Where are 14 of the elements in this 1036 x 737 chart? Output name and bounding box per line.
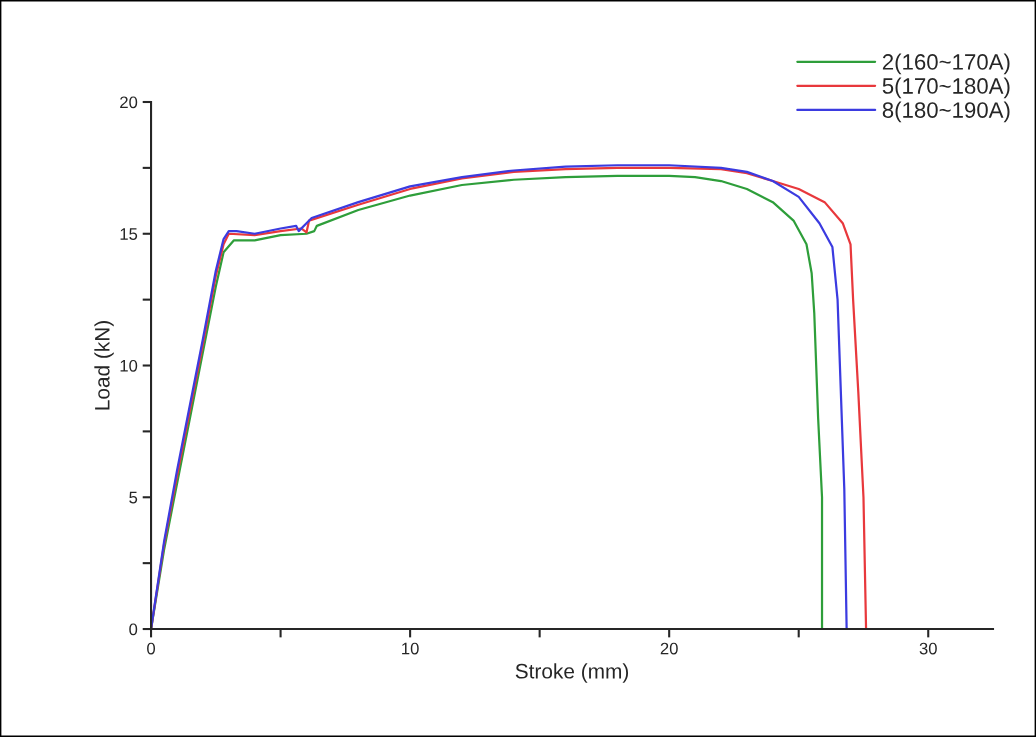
x-tick-label: 30 [919,642,937,655]
legend-label: 2(160~170A) [882,53,1010,75]
x-tick-label: 10 [402,642,419,655]
y-tick-label: 5 [129,491,138,504]
y-axis-title: Load (kN) [94,321,114,410]
x-axis-title: Stroke (mm) [515,663,629,683]
y-tick-label: 10 [120,359,138,372]
legend-label: 8(180~190A) [882,101,1010,123]
legend-label: 5(170~180A) [882,77,1010,99]
y-tick-label: 20 [120,96,138,109]
x-tick-label: 20 [660,642,678,655]
y-tick-label: 15 [120,228,138,240]
x-tick-label: 0 [147,642,156,655]
y-tick-label: 0 [129,623,138,636]
